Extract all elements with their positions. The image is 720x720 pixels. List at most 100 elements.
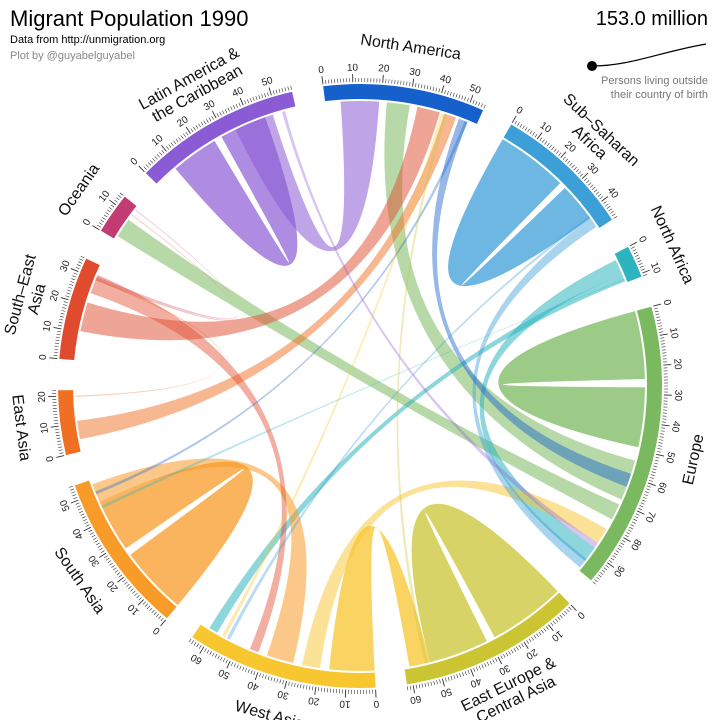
tick bbox=[128, 586, 132, 590]
flow-ribbon bbox=[92, 458, 307, 664]
tick-label: 50 bbox=[439, 685, 453, 699]
total-migrants: 153.0 million bbox=[595, 8, 708, 30]
tick bbox=[56, 330, 61, 333]
tick bbox=[282, 680, 284, 685]
tick bbox=[204, 648, 207, 652]
flow-ribbon bbox=[235, 101, 380, 252]
tick bbox=[435, 87, 438, 92]
tick bbox=[411, 78, 415, 87]
tick bbox=[92, 225, 100, 231]
tick bbox=[430, 681, 432, 686]
tick bbox=[623, 537, 631, 542]
tick bbox=[71, 278, 76, 281]
tick bbox=[472, 99, 475, 104]
tick bbox=[642, 496, 647, 499]
tick bbox=[159, 152, 163, 156]
sector-sub-saharan-africa bbox=[503, 124, 613, 228]
tick bbox=[225, 659, 228, 664]
tick-label: 20 bbox=[105, 578, 121, 594]
tick bbox=[54, 345, 59, 347]
tick bbox=[227, 107, 230, 112]
tick bbox=[209, 651, 212, 655]
tick bbox=[624, 534, 629, 538]
tick bbox=[634, 254, 639, 257]
tick-label: 30 bbox=[202, 98, 217, 113]
tick bbox=[661, 424, 670, 427]
tick bbox=[193, 641, 197, 646]
tick bbox=[656, 453, 665, 457]
tick bbox=[195, 125, 199, 129]
tick bbox=[258, 95, 261, 100]
tick-label: 40 bbox=[246, 678, 261, 692]
legend-curve bbox=[591, 43, 707, 67]
tick bbox=[505, 652, 509, 657]
flow-ribbon bbox=[90, 274, 287, 653]
tick bbox=[67, 289, 72, 292]
tick bbox=[478, 665, 481, 670]
tick bbox=[522, 125, 525, 130]
tick bbox=[103, 214, 108, 218]
tick bbox=[170, 142, 174, 147]
tick bbox=[646, 488, 650, 491]
tick bbox=[206, 118, 209, 123]
tick bbox=[654, 307, 659, 310]
tick bbox=[247, 99, 250, 104]
tick bbox=[222, 658, 226, 663]
tick bbox=[268, 87, 272, 96]
tick bbox=[456, 674, 459, 679]
tick bbox=[514, 120, 518, 125]
tick bbox=[599, 196, 604, 200]
tick bbox=[306, 685, 308, 690]
tick bbox=[273, 677, 276, 682]
tick bbox=[558, 152, 562, 156]
tick bbox=[632, 249, 637, 252]
flow-ribbon bbox=[472, 218, 597, 568]
tick bbox=[601, 569, 606, 573]
tick bbox=[643, 274, 648, 277]
region-label-north-america: North America bbox=[359, 32, 462, 64]
tick bbox=[130, 588, 134, 592]
tick bbox=[59, 315, 64, 318]
tick bbox=[617, 547, 621, 551]
tick-label: 10 bbox=[41, 319, 54, 332]
tick bbox=[636, 257, 641, 260]
tick bbox=[441, 678, 445, 687]
tick bbox=[528, 638, 532, 643]
tick bbox=[149, 607, 153, 612]
tick bbox=[427, 682, 430, 687]
tick bbox=[261, 94, 264, 99]
tick bbox=[608, 560, 613, 563]
tick-label: 40 bbox=[438, 73, 452, 87]
tick bbox=[633, 251, 638, 255]
tick bbox=[636, 510, 645, 515]
tick bbox=[564, 610, 568, 615]
tick bbox=[217, 655, 220, 660]
sector-east-asia bbox=[58, 390, 81, 456]
tick bbox=[161, 145, 167, 152]
tick bbox=[144, 603, 149, 607]
tick bbox=[91, 534, 96, 538]
tick bbox=[166, 146, 170, 150]
tick bbox=[557, 616, 561, 621]
tick bbox=[119, 192, 124, 196]
tick bbox=[94, 540, 99, 543]
tick bbox=[220, 656, 223, 661]
tick bbox=[532, 132, 535, 136]
tick bbox=[50, 425, 59, 428]
tick-label: 50 bbox=[260, 75, 274, 89]
tick bbox=[656, 319, 661, 321]
tick bbox=[108, 207, 113, 210]
tick bbox=[114, 569, 119, 573]
tick bbox=[81, 516, 86, 519]
flow-ribbon bbox=[117, 219, 620, 520]
tick-label: 10 bbox=[549, 628, 565, 644]
sector-oceania bbox=[100, 196, 137, 239]
tick bbox=[143, 166, 147, 170]
tick bbox=[642, 269, 650, 274]
tick bbox=[449, 91, 452, 96]
tick-label: 50 bbox=[663, 451, 676, 465]
tick bbox=[415, 684, 418, 689]
tick bbox=[511, 115, 517, 124]
tick bbox=[69, 283, 74, 286]
tick bbox=[432, 86, 435, 91]
